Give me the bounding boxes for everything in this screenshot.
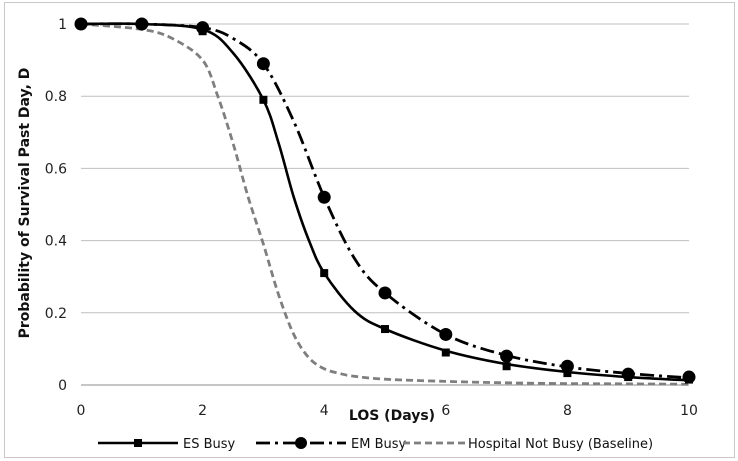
x-tick-label: 2 (198, 403, 207, 419)
x-tick-label: 6 (441, 403, 450, 419)
legend-item-em-busy: EM Busy (256, 437, 406, 452)
y-tick-label: 1 (58, 17, 67, 33)
x-axis-title: LOS (Days) (349, 408, 435, 424)
data-point-em-busy (256, 57, 270, 71)
series-es-busy (77, 20, 693, 384)
chart-frame (4, 2, 735, 458)
x-tick-label: 8 (563, 403, 572, 419)
y-axis-title: Probability of Survival Past Day, D (17, 68, 33, 339)
data-point-em-busy (439, 327, 453, 341)
legend-marker (295, 437, 307, 449)
legend-label: EM Busy (351, 437, 406, 452)
series-line-em-busy (80, 22, 690, 380)
gridlines (81, 23, 689, 314)
legend-marker (134, 439, 142, 447)
legend-label: Hospital Not Busy (Baseline) (468, 437, 653, 452)
y-tick-label: 0.8 (45, 89, 67, 105)
data-point-es-busy (198, 27, 207, 36)
data-point-es-busy (502, 362, 511, 371)
data-point-es-busy (137, 20, 146, 28)
data-point-es-busy (563, 369, 572, 378)
data-point-em-busy (317, 190, 331, 204)
data-point-es-busy (259, 95, 268, 104)
legend-item-es-busy: ES Busy (98, 437, 236, 452)
data-point-es-busy (441, 348, 450, 357)
series-layer (74, 17, 696, 386)
y-tick-label: 0.4 (45, 234, 67, 250)
legend-item-hospital-not-busy-baseline: Hospital Not Busy (Baseline) (403, 437, 653, 452)
data-point-em-busy (500, 349, 514, 363)
data-point-es-busy (624, 373, 633, 382)
y-axis-ticks: 0 0.2 0.4 0.6 0.8 1 (45, 17, 67, 394)
x-tick-label: 0 (77, 403, 86, 419)
data-point-em-busy (378, 286, 392, 300)
data-point-es-busy (320, 269, 329, 278)
x-tick-label: 4 (320, 403, 329, 419)
y-tick-label: 0.6 (45, 161, 67, 177)
series-line-hospital-not-busy-baseline (80, 22, 690, 386)
x-tick-label: 10 (680, 403, 698, 419)
data-point-es-busy (77, 20, 85, 28)
y-tick-label: 0.2 (45, 306, 67, 322)
x-axis-ticks: 0 2 4 6 8 10 (77, 403, 698, 419)
data-point-es-busy (685, 375, 693, 384)
data-point-es-busy (381, 325, 389, 334)
series-hospital-not-busy-baseline (80, 22, 690, 386)
series-line-es-busy (80, 22, 690, 382)
legend: ES Busy EM Busy Hospital Not Busy (Baselin… (98, 437, 653, 452)
y-tick-label: 0 (58, 378, 67, 394)
legend-label: ES Busy (183, 437, 236, 452)
